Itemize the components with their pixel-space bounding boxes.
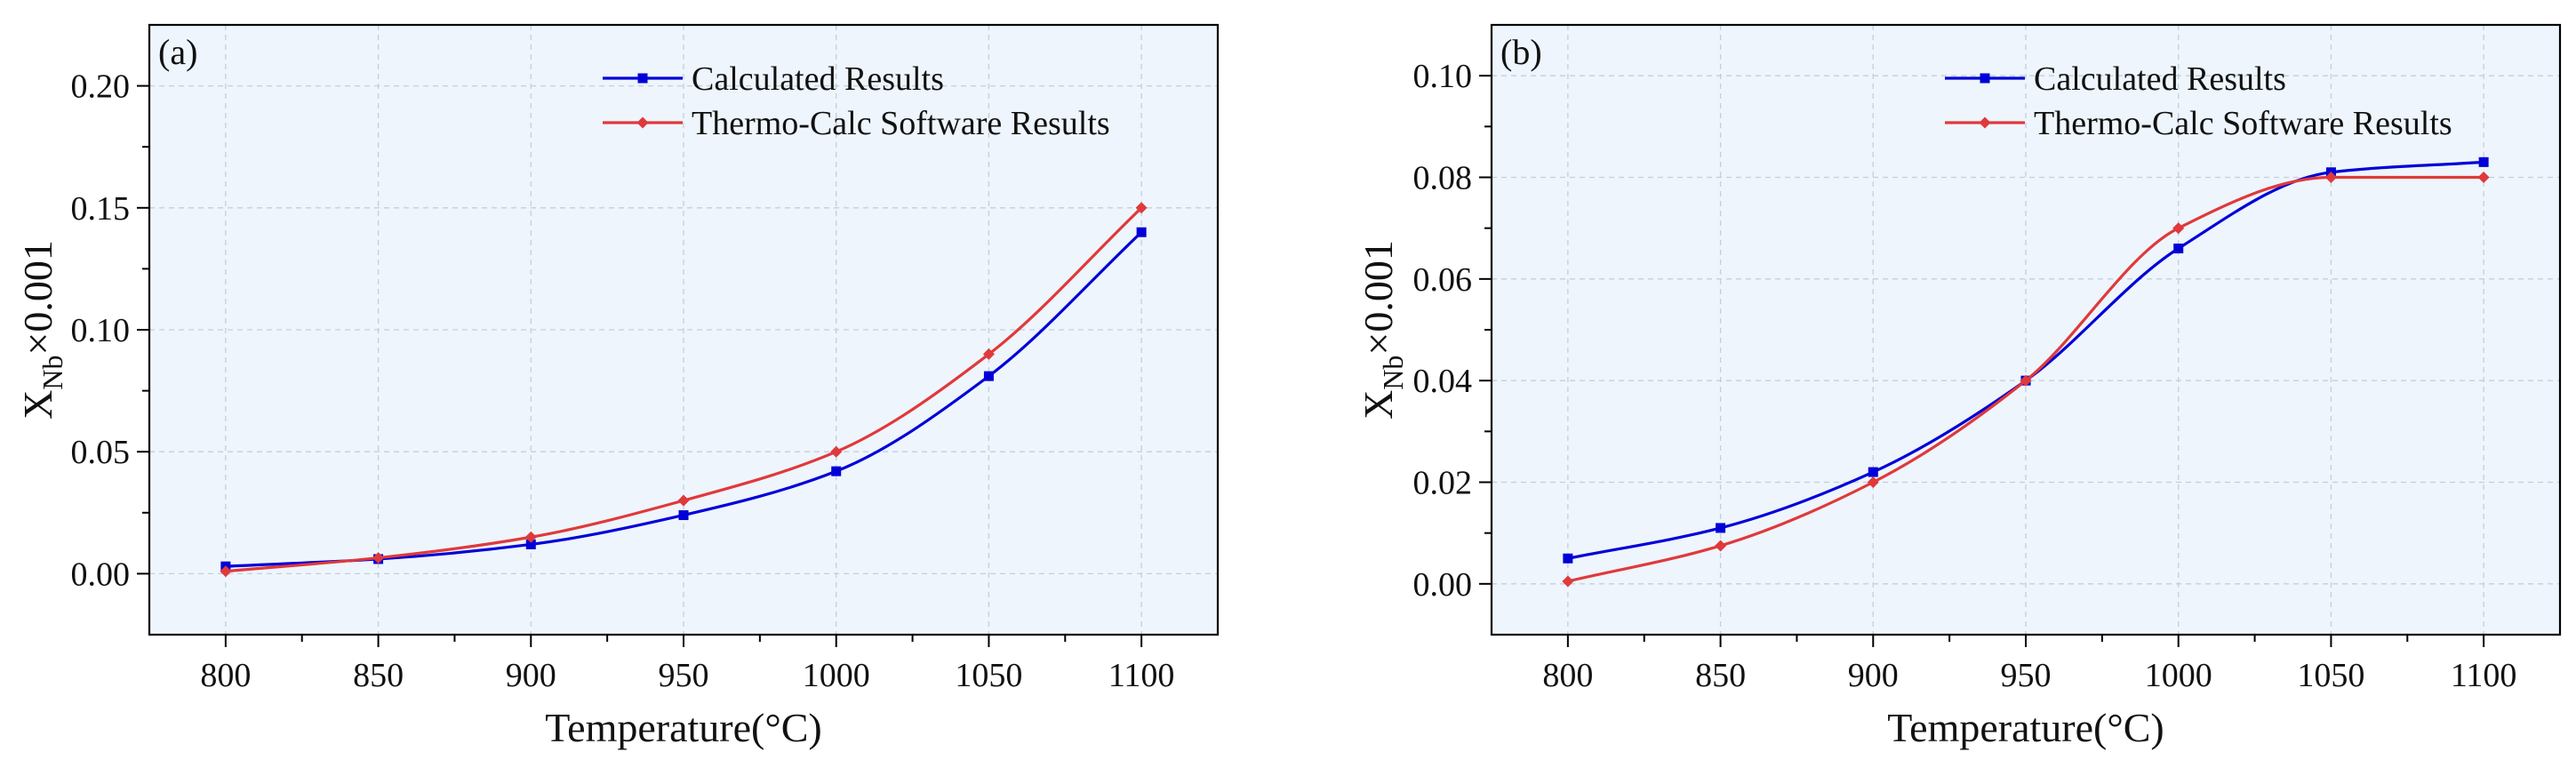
data-point-calculated — [1563, 553, 1573, 564]
chart-panel-b: 800 850 900 950 1000 1050 1100 0.00 0.02 0.04 0.06… — [1356, 23, 2562, 750]
y-axis-label-main: X — [15, 390, 60, 420]
y-tick-label: 0.08 — [1413, 160, 1473, 197]
x-axis-label: Temperature(°C) — [545, 705, 821, 750]
x-tick-label: 850 — [353, 657, 404, 694]
data-point-thermo — [830, 445, 843, 458]
x-tick-label: 1050 — [955, 657, 1022, 694]
data-point-thermo — [220, 565, 232, 578]
legend-label-thermo: Thermo-Calc Software Results — [2034, 105, 2452, 142]
y-tick-label: 0.02 — [1413, 465, 1473, 502]
plot-frame — [148, 23, 1220, 636]
y-axis-label-suffix: ×0.001 — [1356, 240, 1401, 355]
panel-label: (a) — [158, 32, 197, 72]
data-point-calculated — [1716, 523, 1726, 533]
x-tick-label: 900 — [1848, 657, 1899, 694]
data-point-calculated — [831, 466, 842, 476]
data-point-calculated — [525, 539, 536, 549]
y-axis-label: XNb×0.001 — [1356, 240, 1409, 420]
x-tick-label: 800 — [200, 657, 251, 694]
y-tick-label: 0.10 — [71, 312, 131, 349]
data-point-thermo — [1715, 540, 1727, 552]
data-point-thermo — [982, 348, 995, 360]
data-point-calculated — [678, 510, 689, 521]
x-tick-label: 950 — [2001, 657, 2052, 694]
legend-label-calculated: Calculated Results — [2034, 60, 2286, 98]
y-axis-label-subscript: Nb — [1377, 356, 1409, 390]
data-point-calculated — [1136, 227, 1147, 237]
x-tick-label: 950 — [659, 657, 709, 694]
data-point-thermo — [372, 552, 385, 564]
x-tick-label: 1000 — [2145, 657, 2212, 694]
legend-marker-calculated — [637, 73, 648, 84]
plot-frame — [1490, 23, 2562, 636]
data-point-thermo — [2477, 172, 2490, 183]
x-tick-label: 1000 — [803, 657, 870, 694]
x-tick-label: 850 — [1695, 657, 1746, 694]
data-point-calculated — [1868, 467, 1878, 477]
y-axis-label-main: X — [1356, 390, 1401, 420]
x-axis-label: Temperature(°C) — [1887, 705, 2164, 750]
y-tick-label: 0.05 — [71, 434, 131, 471]
data-point-thermo — [2020, 374, 2032, 387]
y-axis-label-subscript: Nb — [36, 356, 68, 390]
data-point-thermo — [524, 531, 537, 543]
chart-panel-a: 800 850 900 950 1000 1050 1100 0.00 0.05 0.10 0.15… — [15, 23, 1220, 750]
x-tick-label: 1100 — [1108, 657, 1175, 694]
y-tick-label: 0.10 — [1413, 58, 1473, 95]
legend-marker-thermo — [1979, 116, 1991, 129]
data-point-calculated — [2173, 244, 2184, 254]
data-point-calculated — [2478, 156, 2489, 167]
legend-label-thermo: Thermo-Calc Software Results — [692, 105, 1110, 142]
y-tick-label: 0.06 — [1413, 261, 1473, 299]
data-point-thermo — [677, 494, 690, 507]
x-tick-label: 900 — [506, 657, 556, 694]
y-axis-label-suffix: ×0.001 — [15, 240, 60, 355]
legend-label-calculated: Calculated Results — [692, 60, 944, 98]
legend-marker-thermo — [636, 116, 649, 129]
legend-marker-calculated — [1980, 73, 1990, 84]
data-point-thermo — [2324, 172, 2337, 183]
data-point-thermo — [1562, 575, 1574, 588]
data-point-thermo — [1135, 202, 1148, 214]
y-tick-label: 0.20 — [71, 68, 131, 106]
data-point-calculated — [983, 371, 994, 381]
y-tick-label: 0.15 — [71, 190, 131, 228]
y-tick-label: 0.00 — [1413, 566, 1473, 604]
y-axis-label: XNb×0.001 — [15, 240, 68, 420]
x-tick-label: 800 — [1542, 657, 1593, 694]
data-point-thermo — [2172, 222, 2185, 235]
panel-label: (b) — [1500, 32, 1542, 72]
x-tick-label: 1100 — [2451, 657, 2517, 694]
x-tick-label: 1050 — [2297, 657, 2364, 694]
y-tick-label: 0.04 — [1413, 363, 1473, 400]
data-point-thermo — [1867, 476, 1879, 488]
y-tick-label: 0.00 — [71, 556, 131, 593]
